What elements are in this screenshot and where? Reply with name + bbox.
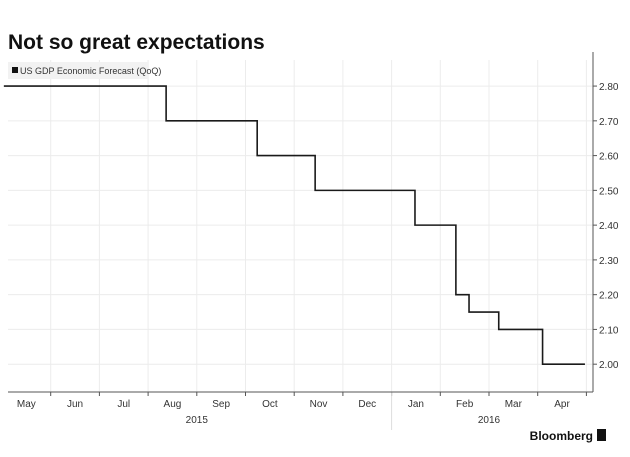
y-tick-label: 2.50 xyxy=(599,186,619,197)
x-year-label: 2016 xyxy=(478,415,501,426)
x-tick-label: Feb xyxy=(456,399,474,410)
x-tick-label: Jul xyxy=(117,399,130,410)
y-tick-label: 2.00 xyxy=(599,360,619,371)
source-label: Bloomberg xyxy=(530,429,593,443)
y-tick-label: 2.10 xyxy=(599,325,619,336)
legend-label: US GDP Economic Forecast (QoQ) xyxy=(20,66,161,76)
x-tick-label: Nov xyxy=(310,399,328,410)
chart-title: Not so great expectations xyxy=(8,31,265,54)
y-tick-label: 2.40 xyxy=(599,221,619,232)
x-tick-label: Dec xyxy=(358,399,376,410)
x-tick-label: Oct xyxy=(262,399,278,410)
x-tick-label: Jan xyxy=(408,399,424,410)
bloomberg-logo-icon xyxy=(597,429,606,441)
x-tick-label: Aug xyxy=(164,399,182,410)
forecast-line xyxy=(3,85,585,365)
x-tick-label: Sep xyxy=(212,399,230,410)
legend-box xyxy=(8,62,148,79)
legend-swatch xyxy=(12,67,18,73)
y-tick-label: 2.70 xyxy=(599,117,619,128)
x-tick-label: Mar xyxy=(505,399,523,410)
x-tick-label: May xyxy=(17,399,36,410)
y-tick-label: 2.80 xyxy=(599,82,619,93)
y-tick-label: 2.30 xyxy=(599,256,619,267)
y-tick-label: 2.60 xyxy=(599,152,619,163)
x-year-label: 2015 xyxy=(186,415,209,426)
y-tick-label: 2.20 xyxy=(599,291,619,302)
x-tick-label: Jun xyxy=(67,399,83,410)
x-tick-label: Apr xyxy=(554,399,570,410)
